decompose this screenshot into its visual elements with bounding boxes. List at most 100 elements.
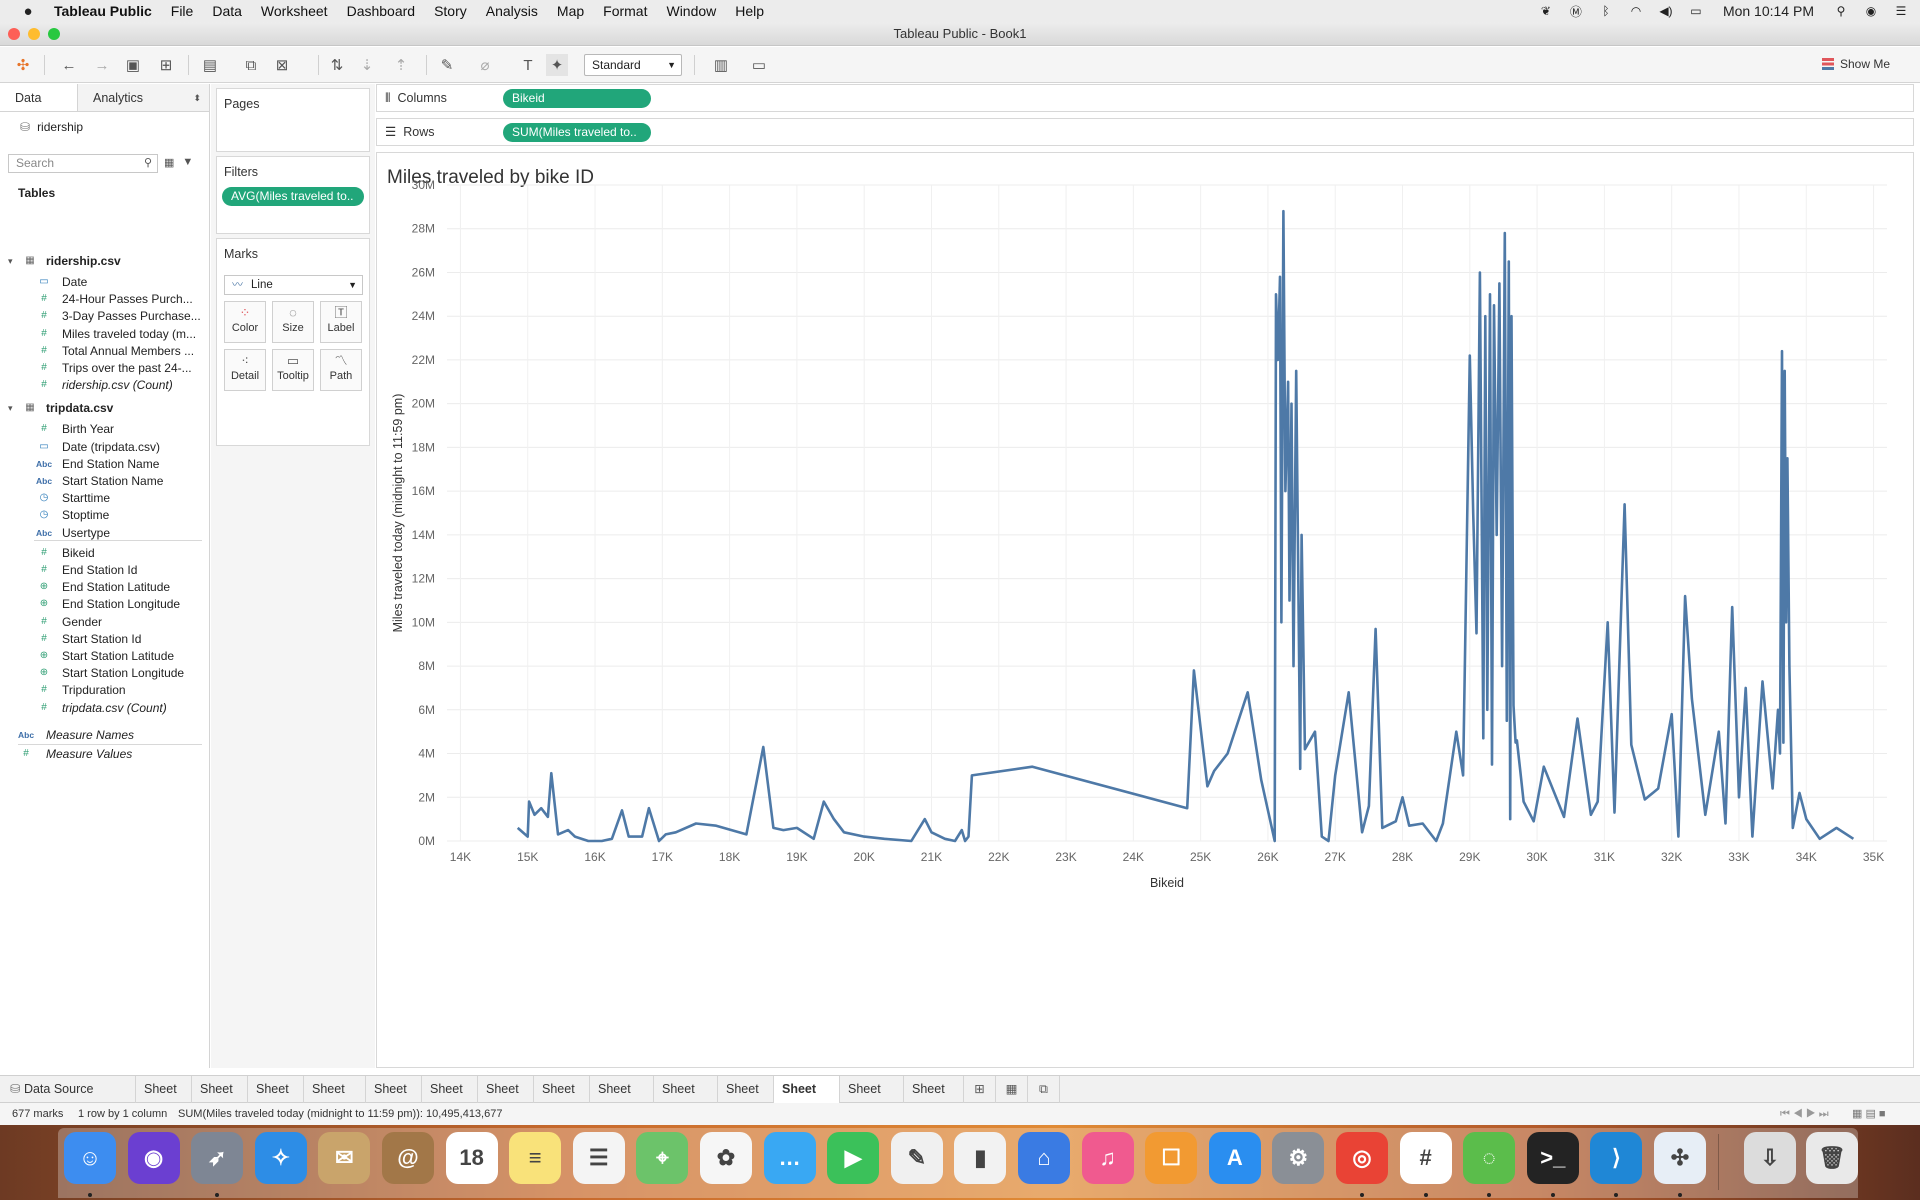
- columns-shelf[interactable]: ⦀ Columns Bikeid: [376, 84, 1914, 112]
- sheet-tab[interactable]: Sheet 10: [774, 1076, 840, 1123]
- malwarebytes-icon[interactable]: Ⓜ: [1569, 4, 1582, 19]
- sheet-tab[interactable]: Sheet 5: [422, 1076, 478, 1123]
- photos-icon[interactable]: ✿: [700, 1132, 752, 1184]
- line-chart[interactable]: 0M 2M 4M 6M 8M 10M 12M 14M 16M 18M 20M 22M 24M 26M 28M…: [377, 153, 1913, 1067]
- field-item[interactable]: # Measure Values: [0, 745, 210, 763]
- app-store-icon[interactable]: A: [1208, 1132, 1261, 1184]
- field-item[interactable]: # tripdata.csv (Count): [0, 699, 210, 717]
- trash-icon[interactable]: 🗑: [1806, 1132, 1858, 1184]
- field-item[interactable]: ⊕ End Station Latitude: [0, 578, 210, 596]
- field-item[interactable]: # Bikeid: [0, 544, 210, 562]
- menu-window[interactable]: Window: [666, 3, 717, 19]
- field-item[interactable]: Abc End Station Name: [0, 455, 210, 473]
- view-toggle-icon[interactable]: ▦: [164, 157, 175, 169]
- bluetooth-icon[interactable]: ᛒ: [1602, 4, 1610, 18]
- field-item[interactable]: #3-Day Passes Purchase...: [0, 307, 210, 325]
- size-button[interactable]: ◌ Size: [272, 301, 314, 343]
- sheet-tab[interactable]: Sheet 2: [248, 1076, 304, 1123]
- menu-analysis[interactable]: Analysis: [485, 3, 538, 19]
- field-item[interactable]: Abc Usertype: [0, 524, 210, 542]
- show-me-button[interactable]: Show Me: [1821, 57, 1890, 71]
- siri-icon[interactable]: ◉: [1865, 4, 1877, 18]
- data-source-item[interactable]: ⛁ ridership: [20, 120, 84, 134]
- show-cards-icon[interactable]: ▥: [713, 57, 729, 74]
- contacts-icon[interactable]: @: [382, 1132, 434, 1184]
- tab-data[interactable]: Data: [0, 84, 78, 111]
- launchpad-icon[interactable]: ➶: [191, 1132, 244, 1184]
- pane-menu-icon[interactable]: ▼: [182, 156, 194, 168]
- new-worksheet-icon[interactable]: ⊞: [964, 1076, 996, 1103]
- new-data-source-icon[interactable]: ⊞: [159, 57, 173, 74]
- tab-analytics[interactable]: Analytics ⬍: [78, 84, 209, 111]
- path-button[interactable]: 〽 Path: [320, 349, 362, 391]
- sheet-tab[interactable]: Sheet 11: [840, 1076, 904, 1123]
- label-button[interactable]: 🅃 Label: [320, 301, 362, 343]
- pages-card[interactable]: Pages: [216, 88, 370, 152]
- sort-descending-icon[interactable]: ⇡: [394, 57, 408, 74]
- color-button[interactable]: ⁘ Color: [224, 301, 266, 343]
- calendar-icon[interactable]: 18: [445, 1132, 498, 1184]
- itunes-icon[interactable]: ♫: [1081, 1132, 1134, 1184]
- notification-center-icon[interactable]: ☰: [1895, 4, 1907, 18]
- sheet-tab[interactable]: Sheet 6: [478, 1076, 534, 1123]
- field-item[interactable]: # Gender: [0, 613, 210, 631]
- show-mark-labels-icon[interactable]: T: [523, 56, 533, 74]
- field-item[interactable]: ⊕ Start Station Latitude: [0, 647, 210, 665]
- tableau-icon[interactable]: ✣: [1654, 1132, 1706, 1184]
- menu-data[interactable]: Data: [212, 3, 242, 19]
- volume-icon[interactable]: ◀): [1659, 4, 1673, 18]
- sheet-tab[interactable]: Sheet 3: [192, 1076, 248, 1123]
- field-item[interactable]: ▭ Date: [0, 273, 210, 291]
- field-item[interactable]: # Miles traveled today (m...: [0, 325, 210, 343]
- field-item[interactable]: # ridership.csv (Count): [0, 376, 210, 394]
- slack-icon[interactable]: #: [1399, 1132, 1452, 1184]
- fit-select[interactable]: Standard ▼: [584, 54, 682, 76]
- zoom-window-button[interactable]: [48, 28, 60, 40]
- field-item[interactable]: ◷ Starttime: [0, 489, 210, 507]
- detail-button[interactable]: ⁖ Detail: [224, 349, 266, 391]
- evernote-icon[interactable]: ❦: [1540, 4, 1551, 18]
- new-story-icon[interactable]: ⧉: [1028, 1076, 1060, 1103]
- field-item[interactable]: # Total Annual Members ...: [0, 342, 210, 360]
- new-dashboard-icon[interactable]: ▦: [996, 1076, 1028, 1103]
- table-0[interactable]: ▦ ridership.csv ▾: [0, 252, 210, 270]
- field-item[interactable]: # End Station Id: [0, 561, 210, 579]
- field-item[interactable]: ▭ Date (tripdata.csv): [0, 438, 210, 456]
- sheet-view-icons[interactable]: ▦ ▤ ■: [1852, 1108, 1886, 1120]
- menu-help[interactable]: Help: [735, 3, 765, 19]
- sheet-tab[interactable]: Sheet 12: [904, 1076, 964, 1123]
- sheet-tab[interactable]: Sheet 8: [718, 1076, 774, 1123]
- keynote-icon[interactable]: ⌂: [1018, 1132, 1070, 1184]
- field-item[interactable]: # Tripduration: [0, 681, 210, 699]
- battery-icon[interactable]: ▭: [1690, 4, 1702, 18]
- sheet-tab[interactable]: Sheet 1: [136, 1076, 192, 1123]
- notes-icon[interactable]: ≡: [509, 1132, 562, 1184]
- field-item[interactable]: ⊕ Start Station Longitude: [0, 664, 210, 682]
- save-icon[interactable]: ▣: [125, 57, 141, 74]
- columns-pill[interactable]: Bikeid: [503, 89, 651, 108]
- sheet-tab[interactable]: Sheet 4: [366, 1076, 422, 1123]
- menu-format[interactable]: Format: [603, 3, 648, 19]
- new-worksheet-icon[interactable]: ▤: [202, 57, 218, 74]
- undo-icon[interactable]: ←: [61, 56, 77, 74]
- clear-sheet-icon[interactable]: ⊠: [275, 57, 289, 74]
- field-item[interactable]: # Trips over the past 24-...: [0, 359, 210, 377]
- field-item[interactable]: # Birth Year: [0, 420, 210, 438]
- collapse-arrow-icon[interactable]: ▾: [8, 256, 13, 266]
- field-item[interactable]: #24-Hour Passes Purch...: [0, 290, 210, 308]
- minimize-window-button[interactable]: [28, 28, 40, 40]
- field-item[interactable]: Abc Measure Names: [0, 726, 210, 744]
- downloads-icon[interactable]: ⇩: [1744, 1132, 1796, 1184]
- menu-worksheet[interactable]: Worksheet: [260, 3, 328, 19]
- field-item[interactable]: # Start Station Id: [0, 630, 210, 648]
- sort-ascending-icon[interactable]: ⇣: [360, 57, 374, 74]
- terminal-icon[interactable]: >_: [1526, 1132, 1579, 1184]
- duplicate-sheet-icon[interactable]: ⧉: [245, 56, 257, 74]
- vscode-icon[interactable]: ⟩: [1590, 1132, 1643, 1184]
- mail-bird-icon[interactable]: ✉: [318, 1132, 371, 1184]
- search-icon[interactable]: ⚲: [1836, 4, 1846, 18]
- menu-file[interactable]: File: [170, 3, 194, 19]
- safari-icon[interactable]: ✧: [254, 1132, 307, 1184]
- wifi-icon[interactable]: ◠: [1630, 4, 1642, 18]
- sheet-tab[interactable]: Sheet 14: [654, 1076, 718, 1123]
